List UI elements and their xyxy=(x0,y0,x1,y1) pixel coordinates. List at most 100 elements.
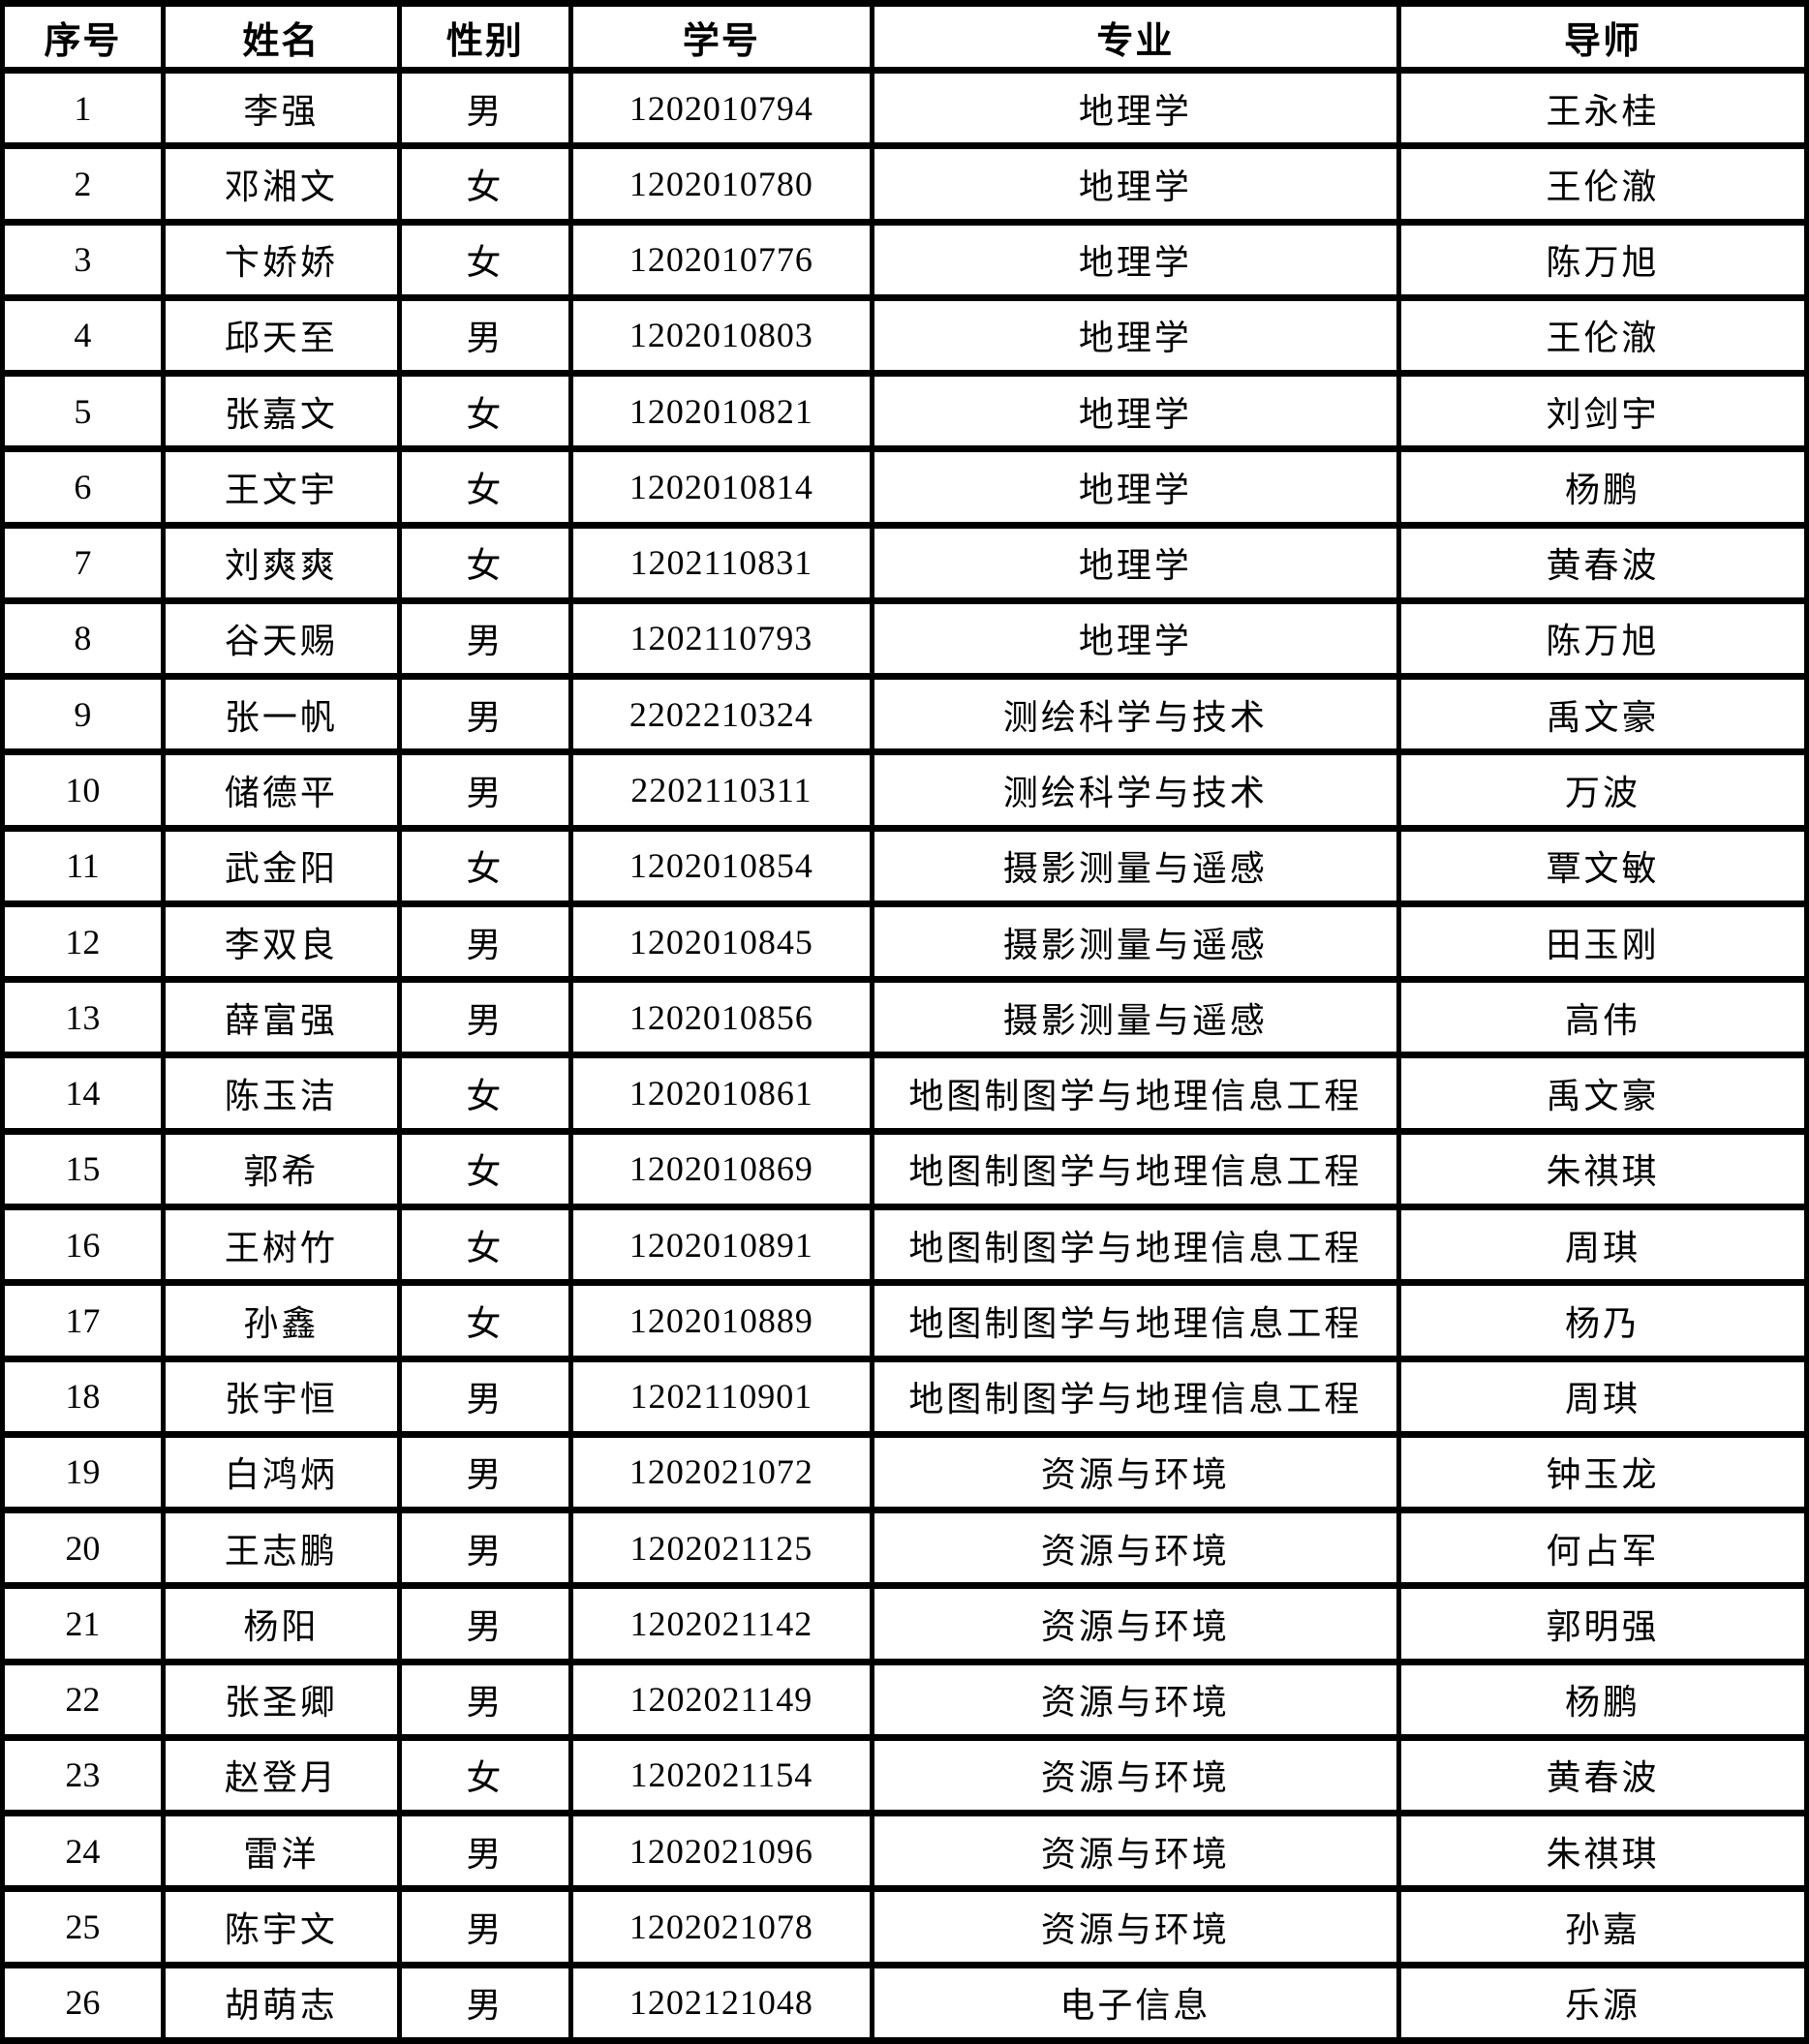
table-cell: 王文宇 xyxy=(160,445,402,529)
table-cell: 男 xyxy=(396,976,573,1059)
table-cell: 地理学 xyxy=(869,445,1401,529)
table-cell: 卞娇娇 xyxy=(160,218,402,301)
table-cell: 地理学 xyxy=(869,66,1401,150)
table-cell: 1202021154 xyxy=(567,1733,874,1817)
table-row: 17 孙鑫女 1202010889 地图制图学与地理信息工程 杨乃 xyxy=(0,1279,1809,1362)
table-cell: 孙鑫 xyxy=(160,1279,402,1362)
table-row: 10 储德平男 2202110311 测绘科学与技术 万波 xyxy=(0,748,1809,832)
table-cell: 男 xyxy=(396,1961,573,2044)
table-cell: 资源与环境 xyxy=(869,1658,1401,1741)
table-cell: 钟玉龙 xyxy=(1395,1430,1809,1514)
table-cell: 杨鹏 xyxy=(1395,1658,1809,1741)
table-cell: 地理学 xyxy=(869,293,1401,378)
header-row: 序号 姓名 性别 学号 专业 导师 xyxy=(0,0,1809,74)
table-row: 18 张宇恒男 1202110901 地图制图学与地理信息工程 周琪 xyxy=(0,1355,1809,1438)
table-cell: 女 xyxy=(396,521,573,604)
table-cell: 陈万旭 xyxy=(1395,596,1809,681)
table-cell: 17 xyxy=(0,1279,166,1362)
table-cell: 陈玉洁 xyxy=(160,1052,402,1135)
table-cell: 摄影测量与遥感 xyxy=(869,900,1401,984)
table-cell: 5 xyxy=(0,370,166,453)
table-row: 7 刘爽爽女 1202110831 地理学 黄春波 xyxy=(0,521,1809,604)
table-cell: 陈宇文 xyxy=(160,1885,402,1968)
table-cell: 电子信息 xyxy=(869,1961,1401,2044)
table-cell: 女 xyxy=(396,1733,573,1817)
table-cell: 1202010803 xyxy=(567,293,874,378)
table-row: 23 赵登月女 1202021154 资源与环境 黄春波 xyxy=(0,1733,1809,1817)
table-header: 序号 姓名 性别 学号 专业 导师 xyxy=(0,0,1809,74)
table-cell: 23 xyxy=(0,1733,166,1817)
table-row: 26 胡萌志男 1202121048 电子信息 乐源 xyxy=(0,1961,1809,2044)
table-cell: 地理学 xyxy=(869,370,1401,453)
table-cell: 男 xyxy=(396,293,573,378)
table-cell: 李强 xyxy=(160,66,402,150)
table-cell: 1202010891 xyxy=(567,1203,874,1287)
table-cell: 朱祺琪 xyxy=(1395,1127,1809,1210)
table-cell: 刘爽爽 xyxy=(160,521,402,604)
table-row: 11 武金阳女 1202010854 摄影测量与遥感 覃文敏 xyxy=(0,824,1809,907)
table-cell: 地理学 xyxy=(869,142,1401,226)
table-cell: 男 xyxy=(396,1430,573,1514)
table-cell: 邓湘文 xyxy=(160,142,402,226)
table-row: 19 白鸿炳男 1202021072 资源与环境 钟玉龙 xyxy=(0,1430,1809,1514)
table-cell: 11 xyxy=(0,824,166,907)
table-cell: 黄春波 xyxy=(1395,521,1809,604)
table-cell: 资源与环境 xyxy=(869,1885,1401,1968)
table-cell: 陈万旭 xyxy=(1395,218,1809,301)
table-row: 6 王文宇女 1202010814 地理学 杨鹏 xyxy=(0,445,1809,529)
table-cell: 雷洋 xyxy=(160,1810,402,1893)
table-cell: 3 xyxy=(0,218,166,301)
table-cell: 地图制图学与地理信息工程 xyxy=(869,1355,1401,1438)
table-cell: 1202021142 xyxy=(567,1582,874,1665)
table-cell: 地图制图学与地理信息工程 xyxy=(869,1052,1401,1135)
table-cell: 资源与环境 xyxy=(869,1810,1401,1893)
table-row: 12 李双良男 1202010845 摄影测量与遥感 田玉刚 xyxy=(0,900,1809,984)
table-cell: 22 xyxy=(0,1658,166,1741)
table-cell: 张嘉文 xyxy=(160,370,402,453)
table-cell: 2202110311 xyxy=(567,748,874,832)
table-row: 3 卞娇娇女 1202010776 地理学 陈万旭 xyxy=(0,218,1809,301)
table-cell: 杨阳 xyxy=(160,1582,402,1665)
table-cell: 女 xyxy=(396,1127,573,1210)
table-cell: 1202021096 xyxy=(567,1810,874,1893)
table-cell: 王伦澈 xyxy=(1395,293,1809,378)
table-cell: 杨鹏 xyxy=(1395,445,1809,529)
table-row: 13 薛富强男 1202010856 摄影测量与遥感 高伟 xyxy=(0,976,1809,1059)
table-row: 1 李强男 1202010794 地理学 王永桂 xyxy=(0,66,1809,150)
table-row: 2 邓湘文女 1202010780 地理学 王伦澈 xyxy=(0,142,1809,226)
table-cell: 摄影测量与遥感 xyxy=(869,976,1401,1059)
table-row: 25 陈宇文男 1202021078 资源与环境 孙嘉 xyxy=(0,1885,1809,1968)
table-cell: 1202021072 xyxy=(567,1430,874,1514)
column-header-index: 序号 xyxy=(0,0,166,74)
table-cell: 女 xyxy=(396,142,573,226)
table-cell: 乐源 xyxy=(1395,1961,1809,2044)
table-cell: 1202021125 xyxy=(567,1507,874,1590)
table-cell: 禹文豪 xyxy=(1395,1052,1809,1135)
table-cell: 女 xyxy=(396,824,573,907)
table-cell: 8 xyxy=(0,596,166,681)
table-cell: 26 xyxy=(0,1961,166,2044)
column-header-advisor: 导师 xyxy=(1395,0,1809,74)
table-row: 16 王树竹女 1202010891 地图制图学与地理信息工程 周琪 xyxy=(0,1203,1809,1287)
table-cell: 1202110901 xyxy=(567,1355,874,1438)
table-cell: 1 xyxy=(0,66,166,150)
table-row: 22 张圣卿男 1202021149 资源与环境 杨鹏 xyxy=(0,1658,1809,1741)
table-cell: 郭希 xyxy=(160,1127,402,1210)
table-cell: 男 xyxy=(396,66,573,150)
table-cell: 女 xyxy=(396,218,573,301)
table-cell: 1202110793 xyxy=(567,596,874,681)
table-cell: 12 xyxy=(0,900,166,984)
table-cell: 测绘科学与技术 xyxy=(869,673,1401,756)
table-cell: 1202010869 xyxy=(567,1127,874,1210)
table-row: 14 陈玉洁女 1202010861 地图制图学与地理信息工程 禹文豪 xyxy=(0,1052,1809,1135)
table-cell: 女 xyxy=(396,1203,573,1287)
table-cell: 1202121048 xyxy=(567,1961,874,2044)
table-cell: 男 xyxy=(396,1355,573,1438)
column-header-gender: 性别 xyxy=(396,0,573,74)
table-cell: 男 xyxy=(396,596,573,681)
table-cell: 郭明强 xyxy=(1395,1582,1809,1665)
table-row: 15 郭希女 1202010869 地图制图学与地理信息工程 朱祺琪 xyxy=(0,1127,1809,1210)
table-cell: 24 xyxy=(0,1810,166,1893)
table-cell: 1202021078 xyxy=(567,1885,874,1968)
